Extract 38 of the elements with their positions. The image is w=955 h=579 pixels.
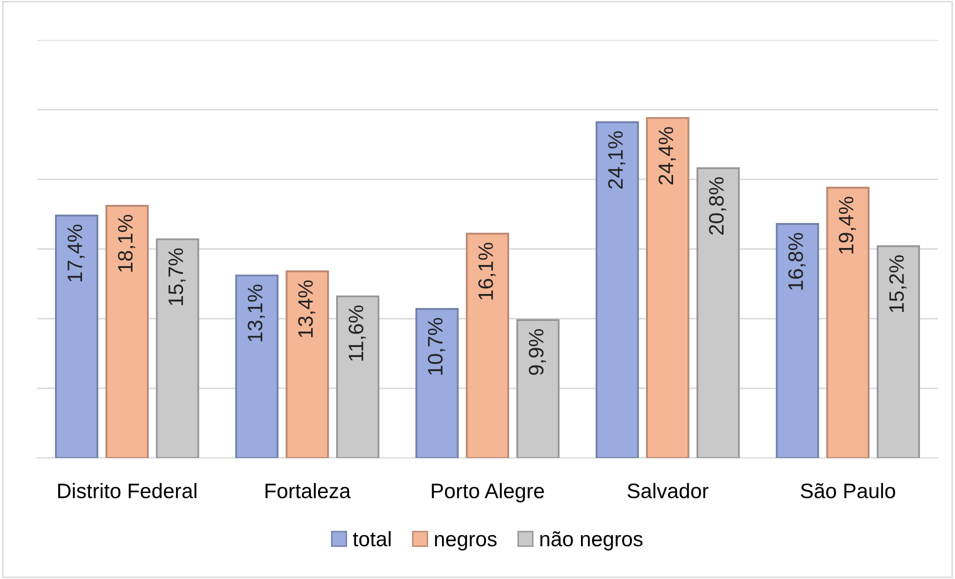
data-label: 24,1% <box>608 131 626 189</box>
bar <box>876 245 920 458</box>
bar <box>466 232 510 458</box>
x-tick-label: São Paulo <box>800 483 896 498</box>
bar <box>235 274 278 458</box>
data-label: 16,8% <box>788 233 806 290</box>
x-tick-label: Porto Alegre <box>432 483 544 502</box>
data-label: 9,9% <box>528 329 546 375</box>
data-label: 24,4% <box>658 127 676 184</box>
bar <box>286 270 329 458</box>
x-tick-label: Distrito Federal <box>58 483 196 498</box>
data-label: 11,6% <box>348 305 366 361</box>
legend-label: não negros <box>540 531 642 551</box>
bar <box>415 308 459 458</box>
bar <box>596 121 639 458</box>
bar <box>516 319 560 458</box>
data-label: 20,8% <box>708 177 726 235</box>
x-tick-label: Fortaleza <box>266 483 351 498</box>
data-label: 17,4% <box>68 224 85 282</box>
data-label: 18,1% <box>118 214 136 272</box>
bar <box>696 167 740 458</box>
data-label: 13,4% <box>298 280 316 338</box>
bar <box>55 214 98 458</box>
data-label: 10,7% <box>428 318 446 375</box>
data-label: 13,1% <box>248 284 265 342</box>
x-tick-label: Salvador <box>628 483 708 498</box>
bar <box>336 295 380 458</box>
bar <box>826 186 870 458</box>
bar <box>646 117 690 458</box>
legend-label: negros <box>435 534 497 551</box>
data-label: 15,7% <box>168 248 186 306</box>
data-label: 15,2% <box>889 255 906 312</box>
bar <box>156 238 200 458</box>
data-label: 19,4% <box>838 196 856 254</box>
legend-label: total <box>352 531 391 546</box>
bar <box>776 223 820 458</box>
data-label: 16,1% <box>478 242 496 300</box>
bar <box>105 204 149 458</box>
